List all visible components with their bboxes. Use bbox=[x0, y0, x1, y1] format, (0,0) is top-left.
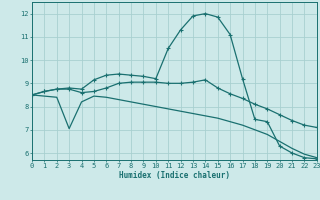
X-axis label: Humidex (Indice chaleur): Humidex (Indice chaleur) bbox=[119, 171, 230, 180]
